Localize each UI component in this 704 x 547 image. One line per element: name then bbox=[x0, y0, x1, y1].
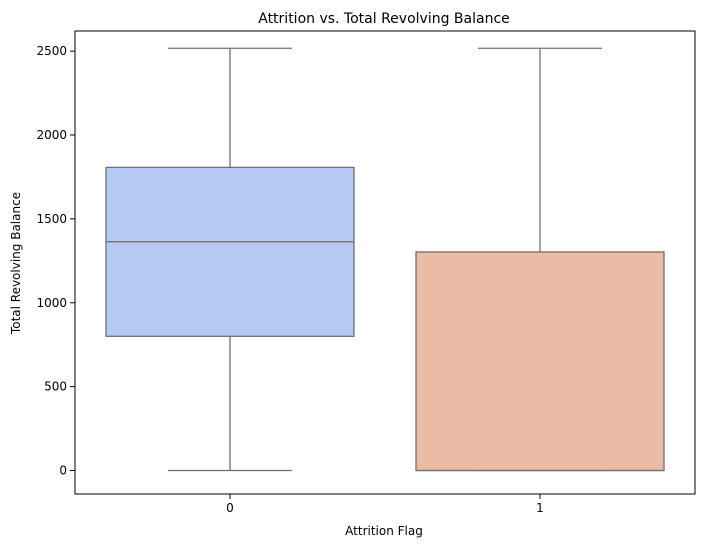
y-axis: 0 500 1000 1500 2000 2500 bbox=[36, 44, 75, 478]
y-tick-label: 1000 bbox=[36, 296, 67, 310]
x-tick-label: 1 bbox=[536, 501, 544, 515]
chart-title: Attrition vs. Total Revolving Balance bbox=[258, 11, 510, 27]
boxes-group bbox=[105, 47, 665, 472]
x-axis-label: Attrition Flag bbox=[345, 524, 423, 538]
x-tick-label: 0 bbox=[226, 501, 234, 515]
y-tick-label: 0 bbox=[59, 464, 67, 478]
y-tick-label: 2500 bbox=[36, 44, 67, 58]
box-iqr bbox=[415, 251, 665, 472]
y-tick-label: 2000 bbox=[36, 128, 67, 142]
plot-area-frame bbox=[74, 30, 696, 495]
y-tick-label: 500 bbox=[44, 380, 67, 394]
y-tick-label: 1500 bbox=[36, 212, 67, 226]
y-axis-label: Total Revolving Balance bbox=[9, 192, 23, 335]
box-iqr bbox=[105, 166, 355, 337]
